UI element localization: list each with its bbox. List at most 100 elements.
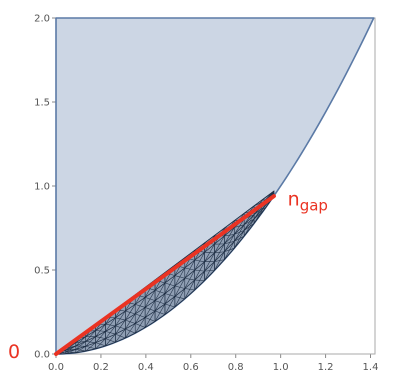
mesh-edge [253, 198, 265, 207]
mesh-edge [115, 319, 126, 335]
x-tick-label: 0.8 [228, 362, 244, 371]
mesh-edge [234, 224, 245, 228]
mesh-edge [125, 304, 136, 312]
mesh-edge [85, 330, 96, 337]
mesh-edge [154, 282, 166, 291]
x-tick-label: 0.4 [138, 362, 154, 371]
mesh-edge [224, 234, 235, 252]
mesh-edge [105, 338, 116, 343]
mesh-edge [65, 349, 76, 354]
mesh-edge [234, 218, 245, 235]
mesh-edge [214, 243, 225, 254]
mesh-edge [65, 351, 76, 353]
mesh-edge [204, 252, 215, 272]
mesh-edge [164, 296, 176, 305]
zero-annotation: 0 [8, 341, 20, 363]
mesh-edge [234, 235, 245, 249]
mesh-edge [115, 310, 126, 327]
mesh-edge [105, 333, 116, 339]
y-tick-label: 0.0 [34, 350, 50, 361]
mesh-edge [95, 330, 106, 332]
mesh-edge [154, 290, 166, 294]
mesh-edge [263, 192, 275, 199]
mesh-edge [95, 323, 106, 331]
y-tick-label: 1.0 [34, 182, 50, 193]
mesh-edge [65, 349, 76, 353]
mesh-edge [253, 206, 265, 224]
mesh-edge [125, 323, 136, 330]
mesh-edge [234, 224, 245, 242]
mesh-edge [194, 252, 205, 261]
mesh-edge [204, 261, 215, 272]
mesh-edge [194, 270, 205, 281]
x-tick-label: 1.0 [273, 362, 289, 371]
mesh-edge [253, 209, 265, 220]
mesh-edge [65, 352, 76, 354]
mesh-edge [194, 261, 205, 271]
mesh-edge [164, 285, 176, 294]
mesh-edge [95, 345, 106, 350]
mesh-edge [224, 234, 235, 237]
mesh-edge [85, 342, 96, 352]
mesh-edge [135, 304, 146, 308]
mesh-edge [105, 341, 116, 347]
mesh-edge [184, 289, 195, 300]
y-tick-label: 0.5 [34, 266, 50, 277]
mesh-edge [214, 235, 225, 245]
mesh-edge [75, 341, 86, 343]
mesh-edge [164, 293, 175, 297]
mesh-edge [75, 341, 86, 350]
mesh-edge [204, 252, 215, 254]
mesh-edge [214, 259, 225, 262]
mesh-edge [95, 331, 106, 337]
mesh-edge [174, 278, 185, 287]
mesh-edge [204, 252, 215, 262]
mesh-edge [154, 303, 166, 312]
mesh-edge [105, 333, 116, 347]
mesh-edge [144, 290, 156, 298]
mesh-edge [224, 241, 235, 252]
ngap-annotation: ngap [288, 188, 328, 214]
mesh-edge [214, 259, 225, 271]
mesh-edge [204, 235, 215, 244]
mesh-edge [145, 307, 156, 312]
mesh-edge [135, 327, 146, 334]
mesh-edge [214, 243, 225, 262]
mesh-edge [135, 323, 146, 328]
mesh-edge [184, 269, 195, 279]
mesh-edge [224, 227, 235, 244]
mesh-edge [85, 341, 96, 343]
mesh-edge [243, 218, 255, 237]
mesh-edge [174, 275, 185, 279]
gap-line [54, 194, 276, 356]
mesh-edge [194, 259, 205, 262]
mesh-edge [204, 243, 215, 253]
x-tick-label: 1.4 [363, 362, 379, 371]
mesh-edge [135, 297, 146, 305]
mesh-edge [75, 341, 86, 347]
mesh-edge [85, 342, 96, 347]
mesh-edge [85, 336, 96, 347]
mesh-edge [214, 235, 225, 254]
mesh-edge [174, 257, 185, 266]
mesh-edge [154, 314, 166, 322]
mesh-edge [75, 346, 86, 353]
mesh-edge [243, 214, 255, 225]
mesh-edge [145, 317, 156, 322]
mesh-edge [105, 325, 116, 339]
mesh-edge [194, 269, 205, 272]
mesh-edge [214, 251, 225, 262]
mesh-edge [174, 267, 185, 276]
mesh-edge [95, 342, 106, 347]
mesh-edge [243, 214, 255, 231]
mesh-edge [75, 350, 86, 353]
mesh-edge [144, 321, 156, 328]
mesh-edge [95, 331, 106, 343]
mesh-edge [184, 250, 195, 258]
mesh-edge [85, 330, 96, 342]
mesh-edge [135, 313, 146, 318]
mesh-edge [184, 267, 195, 271]
y-tick-label: 1.5 [34, 98, 50, 109]
mesh-edge [253, 206, 265, 215]
